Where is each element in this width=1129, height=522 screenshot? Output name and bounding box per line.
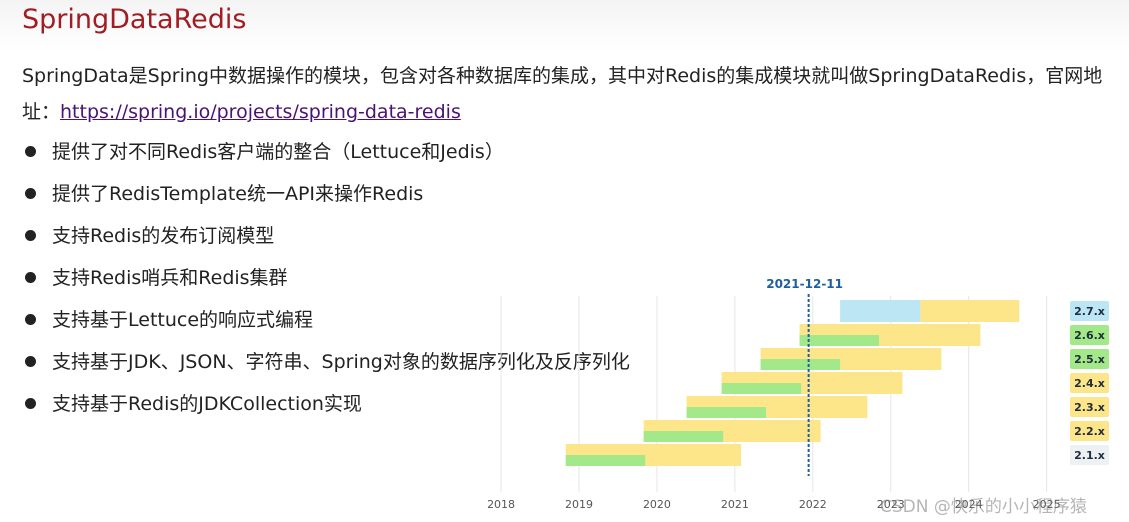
feature-text: 支持Redis哨兵和Redis集群 xyxy=(52,267,288,289)
version-badge xyxy=(1070,325,1109,345)
version-label: 2.4.x xyxy=(1074,377,1105,390)
intro-paragraph: SpringData是Spring中数据操作的模块，包含对各种数据库的集成，其中… xyxy=(22,58,1112,130)
version-badge xyxy=(1070,349,1109,369)
title-bar xyxy=(0,0,1129,52)
slide-title: SpringDataRedis xyxy=(22,4,247,35)
x-tick-label: 2019 xyxy=(565,498,593,511)
feature-item: 支持基于Redis的JDKCollection实现 xyxy=(22,386,630,428)
feature-item: 支持基于JDK、JSON、字符串、Spring对象的数据序列化及反序列化 xyxy=(22,344,630,386)
version-label: 2.1.x xyxy=(1074,449,1105,462)
x-tick-label: 2020 xyxy=(643,498,671,511)
project-link[interactable]: https://spring.io/projects/spring-data-r… xyxy=(60,101,461,123)
bullet-icon xyxy=(25,314,36,325)
bar-highlight xyxy=(799,335,880,346)
feature-item: 支持基于Lettuce的响应式编程 xyxy=(22,302,630,344)
feature-text: 提供了RedisTemplate统一API来操作Redis xyxy=(52,183,424,205)
feature-text: 支持基于Lettuce的响应式编程 xyxy=(52,309,314,331)
feature-text: 支持基于JDK、JSON、字符串、Spring对象的数据序列化及反序列化 xyxy=(52,351,630,373)
version-label: 2.6.x xyxy=(1074,329,1105,342)
version-label: 2.3.x xyxy=(1074,401,1105,414)
version-label: 2.2.x xyxy=(1074,425,1105,438)
version-badge xyxy=(1070,373,1109,393)
bullet-icon xyxy=(25,146,36,157)
version-badge xyxy=(1070,397,1109,417)
watermark-text: CSDN @快乐的小小程序猿 xyxy=(880,497,1087,517)
bullet-icon xyxy=(25,272,36,283)
intro-text: SpringData是Spring中数据操作的模块，包含对各种数据库的集成，其中… xyxy=(22,65,1103,123)
bar-future xyxy=(840,300,921,322)
version-label: 2.5.x xyxy=(1074,353,1105,366)
version-label: 2.7.x xyxy=(1074,305,1105,318)
feature-item: 支持Redis哨兵和Redis集群 xyxy=(22,260,630,302)
x-tick-label: 2021 xyxy=(721,498,749,511)
x-tick-label: 2018 xyxy=(487,498,515,511)
x-tick-label: 2023 xyxy=(877,498,905,511)
bar-highlight xyxy=(760,359,841,370)
feature-item: 支持Redis的发布订阅模型 xyxy=(22,218,630,260)
bar-support xyxy=(920,300,1020,322)
today-marker-label: 2021-12-11 xyxy=(766,277,843,291)
feature-item: 提供了对不同Redis客户端的整合（Lettuce和Jedis） xyxy=(22,134,630,176)
version-badge xyxy=(1070,421,1109,441)
bullet-icon xyxy=(25,398,36,409)
bullet-icon xyxy=(25,356,36,367)
x-tick-label: 2024 xyxy=(955,498,983,511)
x-tick-label: 2022 xyxy=(799,498,827,511)
feature-text: 支持基于Redis的JDKCollection实现 xyxy=(52,393,362,415)
version-badge xyxy=(1070,301,1109,321)
bar-highlight xyxy=(686,407,767,418)
bar-highlight xyxy=(721,383,802,394)
bar-highlight xyxy=(643,431,724,442)
version-badge xyxy=(1070,445,1109,465)
x-tick-label: 2025 xyxy=(1033,498,1061,511)
feature-item: 提供了RedisTemplate统一API来操作Redis xyxy=(22,176,630,218)
feature-text: 提供了对不同Redis客户端的整合（Lettuce和Jedis） xyxy=(52,141,504,163)
bullet-icon xyxy=(25,188,36,199)
feature-list: 提供了对不同Redis客户端的整合（Lettuce和Jedis） 提供了Redi… xyxy=(22,134,630,428)
feature-text: 支持Redis的发布订阅模型 xyxy=(52,225,275,247)
bar-highlight xyxy=(565,455,646,466)
bullet-icon xyxy=(25,230,36,241)
